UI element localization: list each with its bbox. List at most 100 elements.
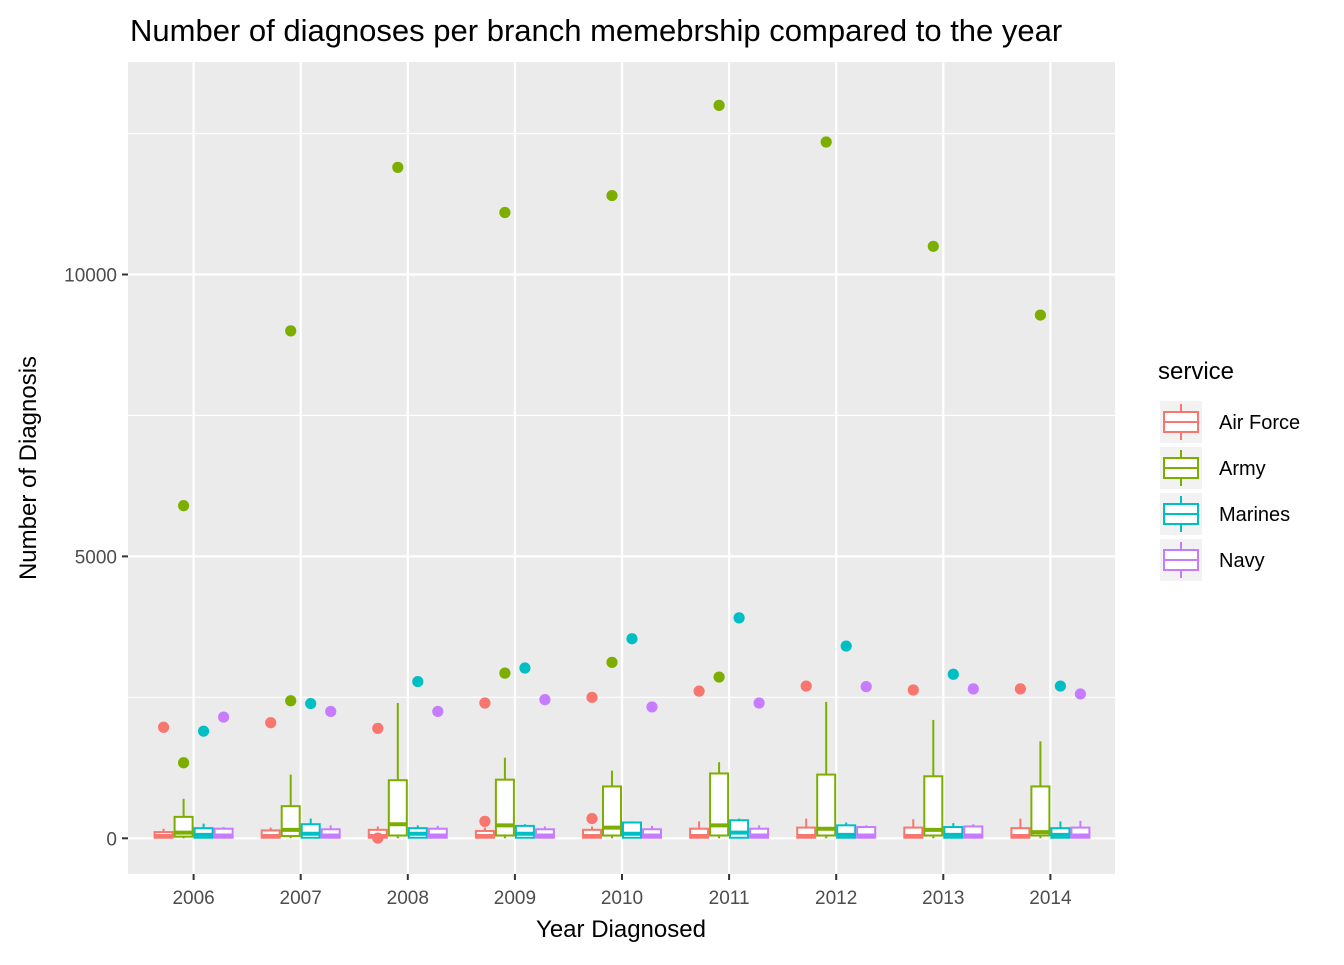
outlier-point-air-force (158, 721, 170, 733)
outlier-point-marines (412, 675, 424, 688)
outlier-point-air-force (693, 685, 705, 697)
y-tick-label: 5000 (75, 547, 117, 568)
box-marines-2012 (836, 822, 857, 839)
outlier-point-air-force (265, 717, 277, 729)
outlier-point-air-force (479, 815, 491, 827)
box-navy-2007 (320, 825, 341, 839)
box-iqr (816, 773, 837, 837)
box-air-force-2010 (582, 826, 602, 839)
outlier-point-navy (967, 683, 979, 695)
outlier-point-navy (218, 711, 230, 723)
box-air-force-2011 (689, 821, 710, 839)
outlier-point-air-force (372, 722, 384, 734)
legend-label: Navy (1219, 550, 1265, 572)
box-iqr (709, 772, 730, 837)
outlier-point-navy (1074, 688, 1086, 700)
box-navy-2006 (213, 827, 234, 839)
grid-lines (128, 62, 1115, 874)
outlier-point-marines (305, 697, 317, 710)
chart-title: Number of diagnoses per branch memebrshi… (130, 13, 1062, 48)
box-air-force-2012 (796, 818, 817, 839)
box-marines-2007 (300, 818, 321, 839)
outlier-point-army (499, 206, 511, 219)
box-iqr (387, 779, 408, 837)
x-axis-title: Year Diagnosed (536, 916, 706, 943)
outlier-point-army (392, 161, 404, 173)
outlier-point-navy (860, 681, 872, 693)
box-army-2010 (602, 770, 622, 839)
outlier-point-air-force (372, 832, 384, 844)
outlier-point-marines (626, 633, 638, 645)
box-army-2012 (816, 701, 837, 839)
outlier-point-navy (325, 705, 337, 718)
outlier-point-army (285, 325, 297, 337)
outlier-point-navy (539, 694, 551, 706)
y-tick-label: 10000 (64, 266, 117, 287)
legend-title: service (1158, 358, 1234, 385)
axes: 0 5000 10000 2006 2007 2008 2009 2010 2011 2012 20… (64, 266, 1072, 910)
box-navy-2014 (1070, 820, 1091, 839)
outlier-point-navy (432, 705, 444, 718)
box-marines-2009 (514, 824, 535, 839)
outlier-point-marines (840, 640, 852, 652)
legend-item: Marines (1160, 493, 1290, 535)
box-iqr (963, 825, 984, 839)
x-tick-label: 2014 (1029, 888, 1072, 909)
box-army-2011 (709, 762, 730, 839)
legend-label: Marines (1219, 504, 1290, 526)
x-tick-label: 2006 (172, 888, 214, 909)
outlier-point-marines (947, 668, 959, 680)
outlier-point-army (178, 500, 190, 512)
box-iqr (213, 827, 234, 839)
box-navy-2008 (427, 825, 448, 839)
chart-marks (153, 99, 1091, 844)
box-air-force-2014 (1010, 818, 1031, 839)
legend-item: Air Force (1160, 401, 1300, 443)
box-air-force-2006 (153, 828, 174, 839)
x-tick-label: 2010 (601, 888, 643, 909)
outlier-point-air-force (586, 812, 598, 825)
box-iqr (494, 778, 515, 837)
x-tick-label: 2011 (709, 888, 750, 909)
legend: service Air Force Army Marines Navy (1158, 358, 1300, 581)
box-iqr (1030, 785, 1051, 837)
outlier-point-army (1034, 309, 1046, 321)
outlier-point-air-force (586, 691, 598, 703)
box-marines-2010 (622, 821, 642, 839)
y-axis-title: Number of Diagnosis (15, 356, 42, 580)
box-iqr (602, 785, 622, 837)
outlier-point-army (927, 240, 939, 252)
box-navy-2012 (856, 825, 877, 839)
box-army-2009 (494, 757, 515, 839)
outlier-point-marines (198, 725, 210, 737)
outlier-point-army (713, 99, 725, 111)
box-air-force-2013 (903, 819, 924, 839)
box-navy-2013 (963, 824, 984, 839)
box-marines-2011 (729, 818, 750, 839)
box-navy-2011 (749, 825, 770, 839)
x-tick-label: 2012 (815, 888, 857, 909)
box-iqr (749, 827, 770, 839)
outlier-point-army (820, 136, 832, 148)
outlier-point-army (606, 656, 618, 668)
box-army-2013 (923, 719, 944, 839)
box-navy-2009 (534, 826, 555, 839)
outlier-point-army (713, 671, 725, 683)
legend-label: Army (1219, 458, 1266, 480)
x-tick-label: 2009 (494, 888, 536, 909)
y-tick-label: 0 (106, 829, 117, 850)
box-air-force-2009 (474, 827, 495, 839)
outlier-point-air-force (907, 684, 919, 696)
outlier-point-army (499, 667, 511, 679)
x-tick-label: 2008 (387, 888, 429, 909)
outlier-point-army (285, 695, 297, 707)
box-iqr (427, 827, 448, 839)
outlier-point-army (178, 757, 190, 769)
box-iqr (1070, 826, 1091, 839)
legend-item: Army (1160, 447, 1266, 489)
outlier-point-marines (1054, 680, 1066, 692)
box-iqr (729, 819, 750, 839)
x-tick-label: 2013 (922, 888, 964, 909)
box-marines-2014 (1050, 821, 1071, 839)
